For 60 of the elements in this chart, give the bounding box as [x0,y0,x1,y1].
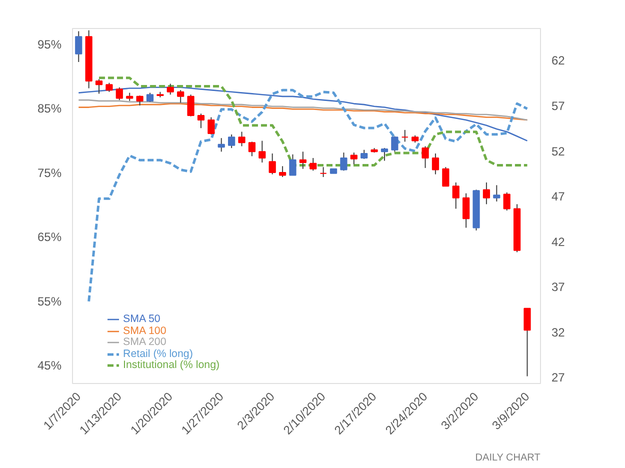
candlestick [360,149,368,160]
candlestick [95,78,103,94]
line-series [78,86,528,142]
y2-tick-label: 47 [552,190,566,204]
candlestick [310,158,317,172]
legend-label: SMA 100 [123,324,166,336]
candlestick [380,148,388,162]
candlestick [482,182,490,205]
candlestick [208,116,215,135]
candlestick [75,30,82,63]
y2-tick-label: 27 [552,370,566,385]
candlestick [442,166,450,187]
y2-tick-label: 37 [552,280,566,294]
candlestick [462,192,470,228]
candlestick [524,308,531,377]
candlestick [503,192,510,212]
candlestick [299,151,306,170]
candlestick [248,141,256,157]
candlestick [177,90,184,104]
candlestick [391,136,398,152]
y-tick-label: 65% [37,230,62,244]
candlestick [268,152,276,175]
legend-label: SMA 200 [123,336,166,348]
text: DAILY CHART [475,452,540,464]
y2-tick-label: 62 [552,54,566,68]
y-tick-label: 95% [37,38,62,52]
candlestick [258,140,266,164]
line-series [78,103,528,121]
candlestick [146,92,154,102]
candlestick [228,134,236,149]
y2-tick-label: 57 [552,98,566,113]
candlestick [218,138,225,152]
y-tick-label: 85% [37,102,62,116]
candlestick [340,152,348,172]
y2-tick-label: 42 [552,234,566,249]
y-tick-label: 45% [37,358,62,373]
candlestick [350,152,358,165]
candlestick [166,83,174,96]
candlestick [136,95,144,106]
candlestick [289,154,296,176]
candlestick [320,166,327,178]
candlestick [197,113,205,129]
line-series [88,88,528,303]
candlestick [278,166,286,178]
y2-tick-label: 52 [552,144,566,158]
candlestick [493,184,500,202]
candlestick [452,182,460,210]
legend-label: SMA 50 [123,313,160,325]
legend-label: Retail (% long) [123,348,193,360]
candlestick [187,94,194,117]
candlestick [116,86,123,101]
y2-tick-label: 32 [552,325,566,340]
legend-label: Institutional (% long) [123,359,220,371]
y-tick-label: 55% [37,294,62,308]
y-tick-label: 75% [37,166,62,180]
candlestick [238,131,246,147]
candlestick [106,82,113,92]
candlestick [422,146,429,168]
candlestick [401,129,408,142]
candlestick [432,152,440,175]
